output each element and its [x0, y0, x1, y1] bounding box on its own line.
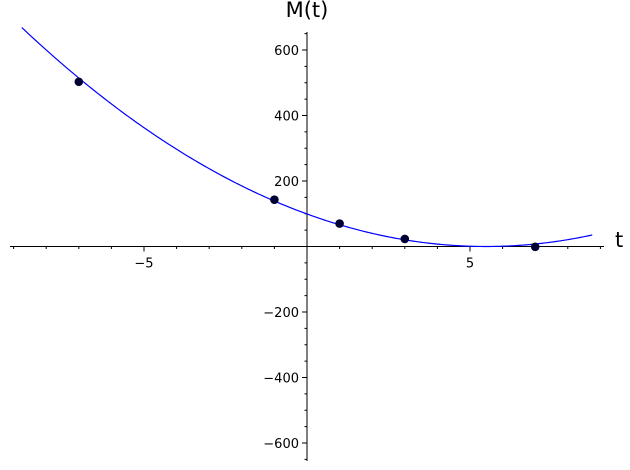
y-tick-label: −600: [263, 437, 299, 452]
data-point: [530, 242, 540, 252]
y-tick-label: 200: [274, 175, 299, 190]
series-curve: [21, 27, 593, 248]
data-point: [74, 77, 84, 87]
data-point: [335, 219, 344, 228]
y-tick-label: −200: [263, 306, 299, 321]
y-axis-label: M(t): [286, 0, 329, 22]
data-point: [270, 195, 279, 204]
x-tick-label: 5: [466, 257, 474, 272]
x-tick-label: −5: [134, 257, 153, 272]
data-point: [400, 234, 410, 244]
data-points: [74, 77, 540, 252]
y-tick-label: 400: [274, 110, 299, 125]
y-tick-label: 600: [274, 44, 299, 59]
ticks: [13, 33, 601, 460]
x-axis-label: t: [615, 228, 623, 252]
tick-labels: −5 5 −600 −400 −200 200 400 600: [134, 44, 474, 452]
y-tick-label: −400: [263, 372, 299, 387]
axes: [10, 32, 604, 461]
